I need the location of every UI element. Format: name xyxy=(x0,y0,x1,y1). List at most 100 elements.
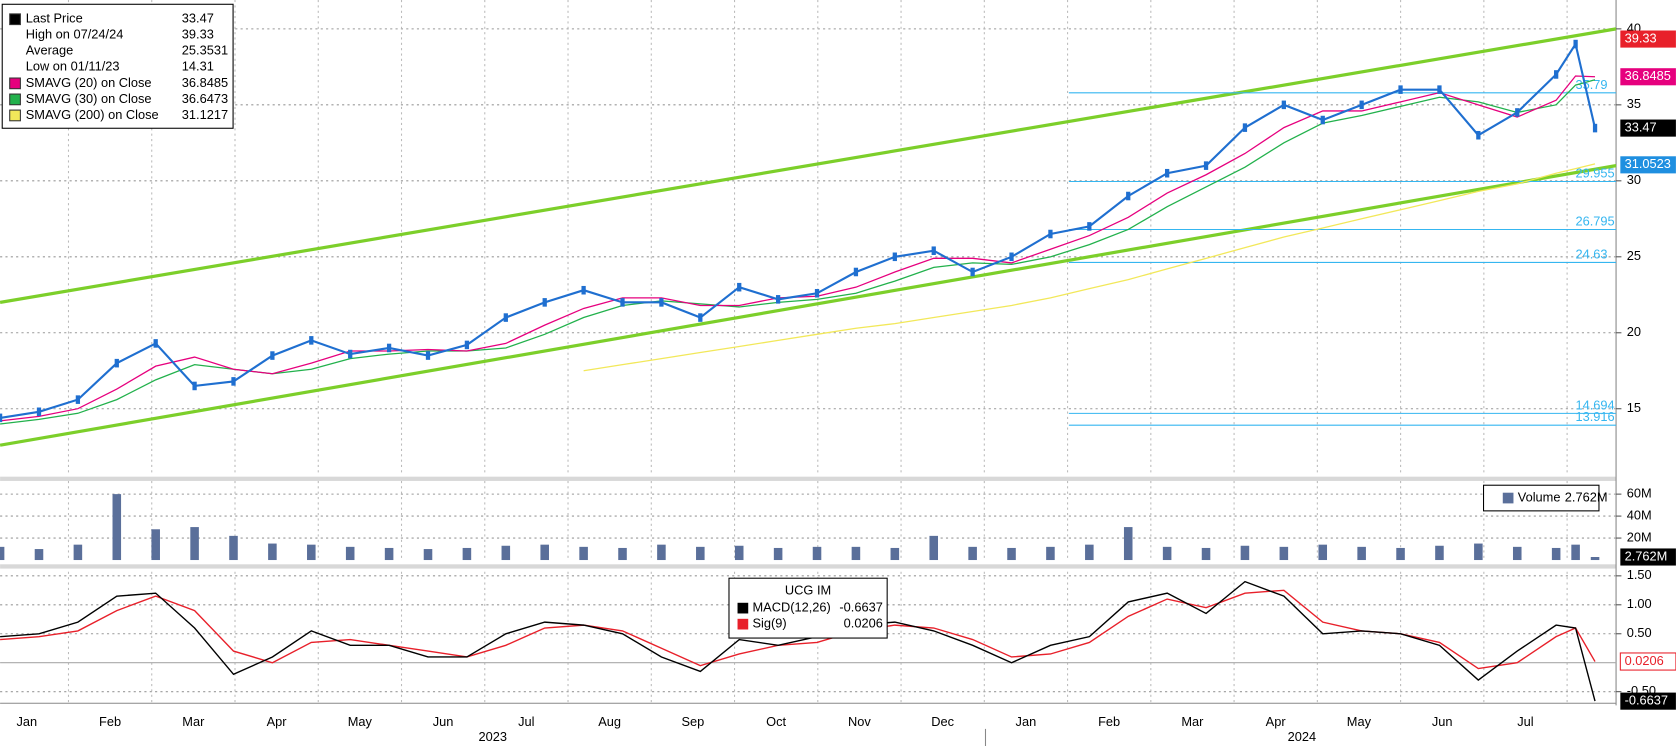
volume-bar xyxy=(1007,547,1016,561)
volume-bar xyxy=(812,546,822,561)
price-candle xyxy=(1437,85,1442,94)
price-candle xyxy=(1009,252,1014,262)
x-tick-label: Feb xyxy=(1098,714,1120,729)
price-candle xyxy=(425,351,431,360)
x-tick-label: Jun xyxy=(433,714,454,729)
x-tick-label: Feb xyxy=(99,714,121,729)
volume-bar xyxy=(773,547,783,561)
value-flag xyxy=(1620,119,1676,137)
price-candle xyxy=(1203,161,1209,170)
price-candle xyxy=(309,336,314,345)
y-tick-label: 35 xyxy=(1627,96,1641,111)
x-tick-label: Jan xyxy=(1016,714,1037,729)
legend-swatch xyxy=(1502,492,1514,504)
legend-label: SMAVG (200) on Close xyxy=(26,107,159,122)
value-flag xyxy=(1620,68,1676,86)
price-candle xyxy=(1281,100,1286,110)
level-label: 24.63 xyxy=(1575,246,1607,261)
y-tick-label: 40M xyxy=(1627,507,1652,522)
volume-bar xyxy=(696,546,705,561)
volume-bar xyxy=(1357,546,1366,561)
price-candle xyxy=(1476,130,1481,140)
price-candle xyxy=(659,298,664,307)
y-tick-label: 20M xyxy=(1627,529,1652,544)
volume-bar xyxy=(384,547,394,561)
price-candle xyxy=(75,395,81,404)
x-tick-label: Mar xyxy=(1181,714,1204,729)
price-candle xyxy=(1242,123,1248,132)
panel-separator xyxy=(0,564,1617,569)
volume-bar xyxy=(657,544,666,561)
price-candle xyxy=(192,381,197,391)
volume-bar xyxy=(1279,546,1289,561)
legend-swatch xyxy=(737,602,749,614)
price-candle xyxy=(542,298,547,307)
price-candle xyxy=(931,246,936,255)
value-flag-label: 0.0206 xyxy=(1625,653,1664,668)
volume-bar xyxy=(423,549,433,561)
volume-bar xyxy=(501,545,511,561)
x-tick-label: Dec xyxy=(931,714,954,729)
volume-bar xyxy=(1123,527,1133,561)
series-line xyxy=(583,163,1596,372)
level-label: 13.916 xyxy=(1575,409,1614,424)
trend-line xyxy=(0,164,1617,447)
price-candle xyxy=(0,413,3,423)
volume-bar xyxy=(1162,546,1172,561)
x-tick-label: Apr xyxy=(1266,714,1287,729)
volume-legend: Volume 2.762M xyxy=(1483,484,1608,512)
y-tick-label: 0.50 xyxy=(1627,625,1652,640)
legend-value: 36.6473 xyxy=(182,91,228,106)
level-label: 14.694 xyxy=(1575,397,1614,412)
price-candle xyxy=(853,267,859,277)
level-label: 26.795 xyxy=(1575,213,1614,228)
x-tick-label: Nov xyxy=(848,714,871,729)
legend-value: 25.3531 xyxy=(182,43,228,58)
price-candle xyxy=(153,339,158,348)
value-flag-label: 33.47 xyxy=(1625,119,1657,134)
year-label: 2023 xyxy=(479,729,508,744)
volume-bar xyxy=(1571,544,1580,561)
volume-bar xyxy=(307,544,316,561)
legend-label: SMAVG (30) on Close xyxy=(26,91,152,106)
price-candle xyxy=(814,288,820,298)
x-tick-label: Oct xyxy=(766,714,786,729)
legend-swatch xyxy=(9,29,21,42)
volume-bar xyxy=(1474,543,1483,561)
price-candle xyxy=(698,313,703,322)
value-flag-label: -0.6637 xyxy=(1625,693,1668,708)
price-candle xyxy=(620,298,625,307)
x-tick-label: Sep xyxy=(681,714,704,729)
x-tick-label: Mar xyxy=(182,714,205,729)
x-tick-label: Jun xyxy=(1432,714,1453,729)
volume-bar xyxy=(618,547,627,561)
volume-bar xyxy=(1590,557,1600,561)
value-flag xyxy=(1620,692,1676,710)
price-candle xyxy=(1573,39,1578,49)
y-tick-label: 15 xyxy=(1627,400,1641,415)
volume-bar xyxy=(0,546,5,561)
price-candle xyxy=(1048,229,1053,239)
value-flag-label: 2.762M xyxy=(1625,548,1668,563)
value-flag-label: 31.0523 xyxy=(1625,156,1671,171)
legend-swatch xyxy=(737,618,749,630)
x-tick-label: Jul xyxy=(518,714,534,729)
y-tick-label: 20 xyxy=(1627,324,1641,339)
volume-bar xyxy=(1085,544,1094,561)
x-tick-label: Jan xyxy=(16,714,37,729)
panel-separator xyxy=(0,476,1617,481)
x-tick-label: May xyxy=(1347,714,1372,729)
price-candle xyxy=(270,351,275,360)
legend-box xyxy=(1,3,234,129)
volume-bar xyxy=(890,547,900,561)
legend-label: Volume xyxy=(1518,489,1561,504)
legend-title: UCG IM xyxy=(785,582,831,597)
y-tick-label: 1.00 xyxy=(1627,596,1652,611)
legend-value: -0.6637 xyxy=(839,600,882,615)
value-flag xyxy=(1620,548,1676,566)
price-candle xyxy=(114,358,119,368)
legend-swatch xyxy=(9,77,21,90)
price-candle xyxy=(348,349,353,359)
price-candle xyxy=(1087,222,1092,231)
